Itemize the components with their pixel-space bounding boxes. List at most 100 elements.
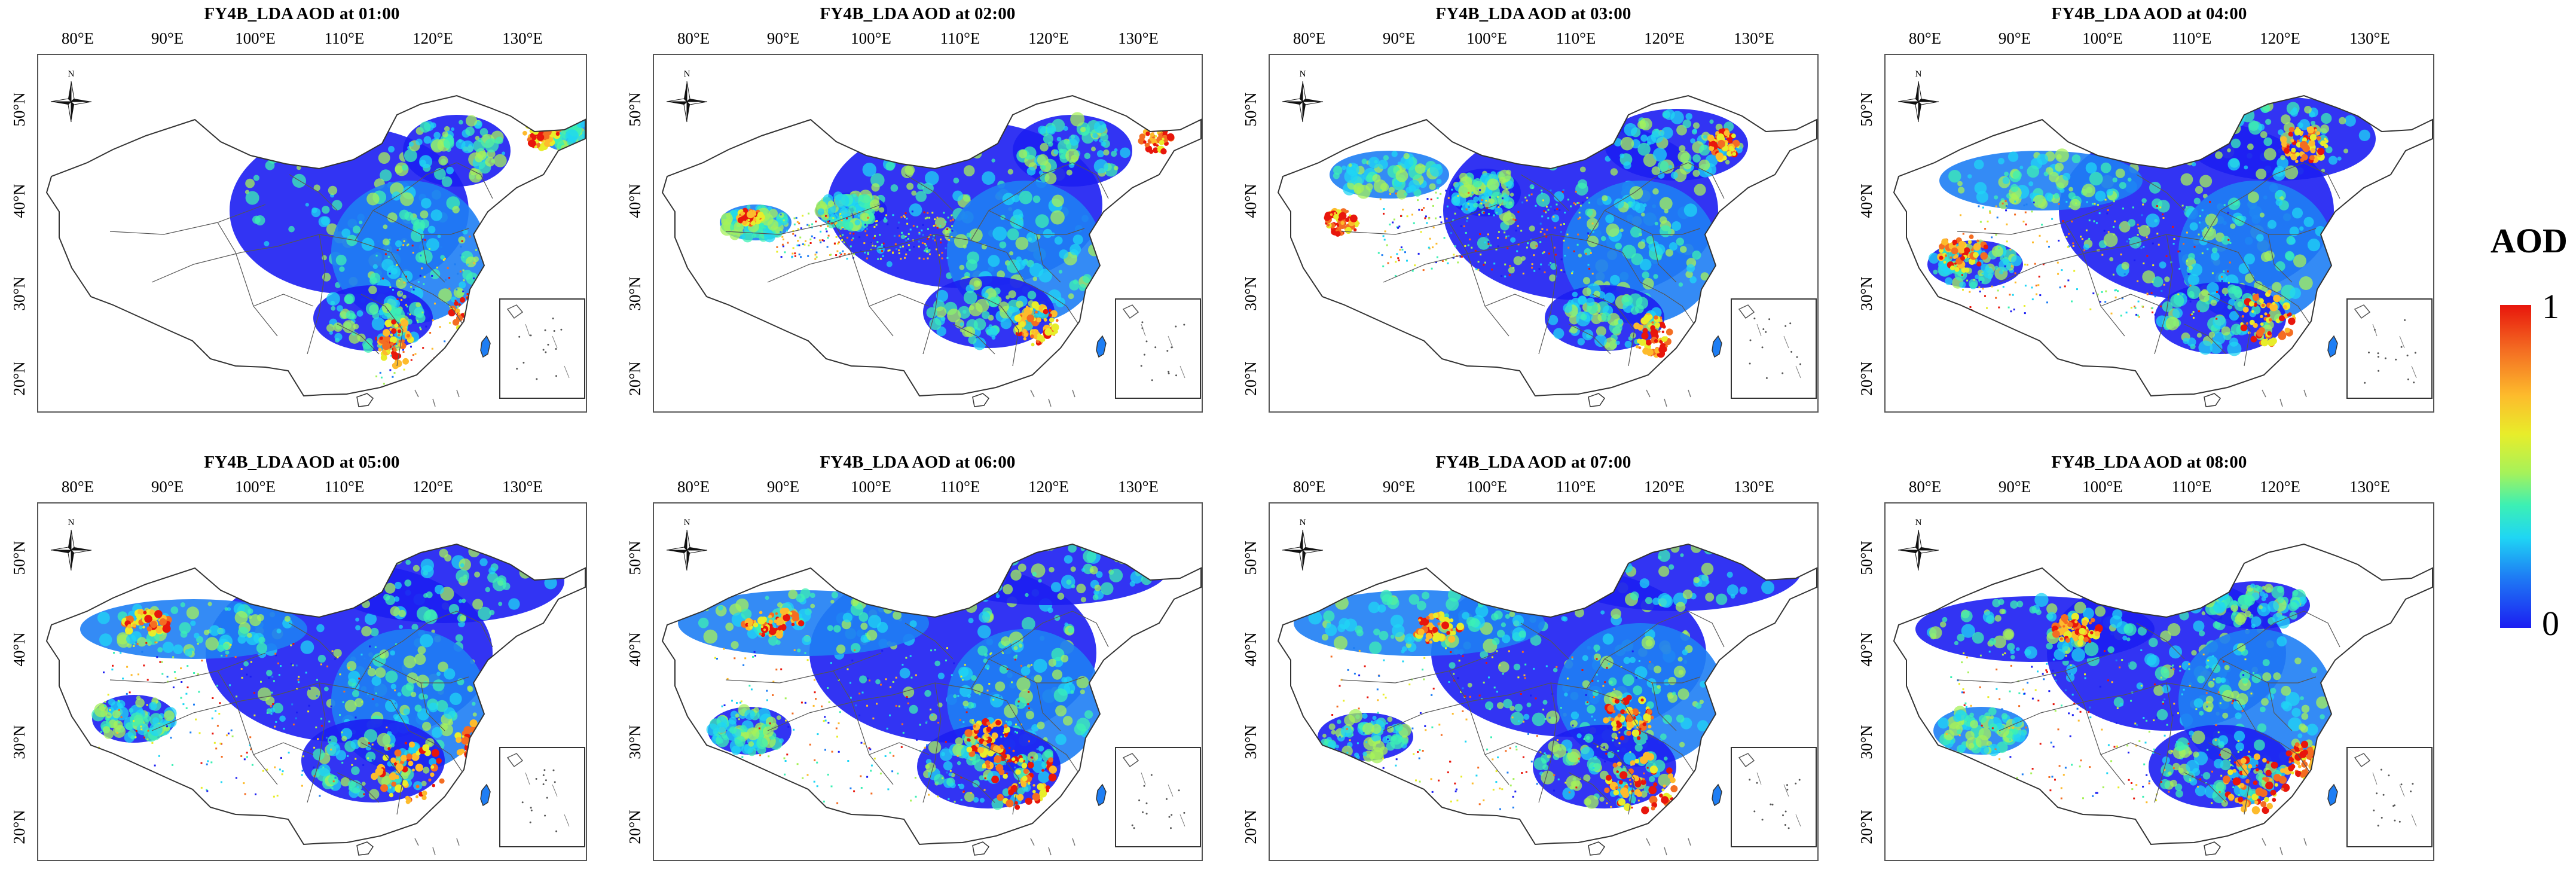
nine-dash-line — [2262, 838, 2306, 855]
x-tick-label: 130°E — [1118, 29, 1159, 47]
south-china-sea-inset — [1731, 299, 1816, 398]
taiwan-island — [1096, 785, 1106, 805]
hainan-island — [2204, 393, 2220, 407]
map-frame: N — [37, 54, 587, 413]
x-tick-label: 110°E — [2172, 478, 2212, 496]
x-tick-label: 130°E — [1734, 29, 1774, 47]
nine-dash-line — [415, 390, 459, 407]
x-tick-label: 80°E — [62, 478, 94, 496]
south-china-sea-inset — [1116, 299, 1200, 398]
x-tick-label: 120°E — [1028, 29, 1069, 47]
south-china-sea-inset — [500, 299, 585, 398]
compass-north-label: N — [68, 518, 75, 527]
nine-dash-line — [1031, 838, 1075, 855]
x-tick-label: 120°E — [412, 478, 453, 496]
y-tick-label: 50°N — [10, 92, 28, 126]
hainan-island — [1588, 842, 1605, 855]
x-tick-label: 130°E — [1118, 478, 1159, 496]
x-tick-label: 90°E — [1999, 478, 2031, 496]
y-tick-label: 30°N — [626, 276, 644, 310]
y-tick-label: 20°N — [1242, 361, 1260, 395]
x-tick-label: 80°E — [1909, 29, 1941, 47]
compass: N — [51, 518, 91, 570]
map-frame: N — [653, 54, 1203, 413]
compass-north-label: N — [684, 69, 690, 79]
hainan-island — [973, 842, 989, 855]
x-tick-label: 100°E — [235, 478, 276, 496]
y-tick-label: 30°N — [10, 276, 28, 310]
x-tick-label: 100°E — [1466, 29, 1507, 47]
panel-title: FY4B_LDA AOD at 01:00 — [6, 3, 598, 25]
colorbar-gradient — [2500, 305, 2531, 628]
panel-title: FY4B_LDA AOD at 07:00 — [1237, 451, 1829, 473]
x-tick-label: 80°E — [1909, 478, 1941, 496]
map-frame: N — [653, 502, 1203, 861]
compass: N — [1898, 69, 1939, 122]
y-tick-label: 50°N — [1242, 541, 1260, 575]
colorbar-title: AOD — [2491, 221, 2568, 261]
y-tick-label: 50°N — [626, 92, 644, 126]
aod-map: N — [1886, 503, 2434, 861]
panel-title: FY4B_LDA AOD at 03:00 — [1237, 3, 1829, 25]
x-tick-label: 110°E — [1556, 29, 1596, 47]
hainan-island — [357, 393, 373, 407]
y-tick-label: 40°N — [1242, 184, 1260, 218]
y-tick-label: 30°N — [1857, 276, 1875, 310]
compass: N — [51, 69, 91, 122]
panel-title: FY4B_LDA AOD at 02:00 — [622, 3, 1214, 25]
compass-north-label: N — [1300, 69, 1306, 79]
compass: N — [1282, 518, 1323, 570]
y-tick-label: 20°N — [1857, 810, 1875, 844]
south-china-sea-inset — [2347, 747, 2432, 847]
taiwan-island — [2328, 336, 2337, 357]
x-tick-label: 110°E — [2172, 29, 2212, 47]
y-tick-label: 20°N — [1857, 361, 1875, 395]
hainan-island — [1588, 393, 1605, 407]
y-tick-label: 50°N — [1242, 92, 1260, 126]
taiwan-island — [1712, 785, 1722, 805]
aod-map: N — [654, 55, 1203, 413]
y-tick-label: 50°N — [10, 541, 28, 575]
y-tick-label: 40°N — [10, 184, 28, 218]
x-tick-label: 90°E — [767, 29, 799, 47]
aod-field — [678, 533, 1168, 810]
taiwan-island — [2328, 785, 2337, 805]
aod-field — [720, 112, 1175, 350]
panel-title: FY4B_LDA AOD at 06:00 — [622, 451, 1214, 473]
x-tick-label: 130°E — [502, 478, 543, 496]
y-tick-label: 20°N — [626, 810, 644, 844]
compass: N — [667, 518, 707, 570]
x-tick-label: 90°E — [1383, 478, 1415, 496]
compass: N — [667, 69, 707, 122]
compass: N — [1898, 518, 1939, 570]
panel-title: FY4B_LDA AOD at 05:00 — [6, 451, 598, 473]
x-tick-label: 120°E — [1028, 478, 1069, 496]
y-tick-label: 30°N — [1857, 725, 1875, 759]
x-tick-label: 120°E — [2260, 478, 2300, 496]
x-tick-label: 130°E — [502, 29, 543, 47]
x-tick-label: 90°E — [767, 478, 799, 496]
nine-dash-line — [1031, 390, 1075, 407]
south-china-sea-inset — [1731, 747, 1816, 847]
x-tick-label: 80°E — [677, 478, 710, 496]
x-tick-label: 130°E — [2349, 29, 2390, 47]
aod-map: N — [38, 503, 587, 861]
hainan-island — [2204, 842, 2220, 855]
x-tick-label: 120°E — [1644, 478, 1685, 496]
map-frame: N — [1269, 54, 1819, 413]
y-tick-label: 30°N — [10, 725, 28, 759]
x-tick-label: 90°E — [151, 478, 184, 496]
x-tick-label: 110°E — [940, 29, 980, 47]
panel-title: FY4B_LDA AOD at 08:00 — [1853, 451, 2445, 473]
x-tick-label: 120°E — [2260, 29, 2300, 47]
y-tick-label: 40°N — [1242, 632, 1260, 666]
compass-north-label: N — [1915, 69, 1922, 79]
x-tick-label: 90°E — [1999, 29, 2031, 47]
y-tick-label: 30°N — [626, 725, 644, 759]
y-tick-label: 30°N — [1242, 725, 1260, 759]
